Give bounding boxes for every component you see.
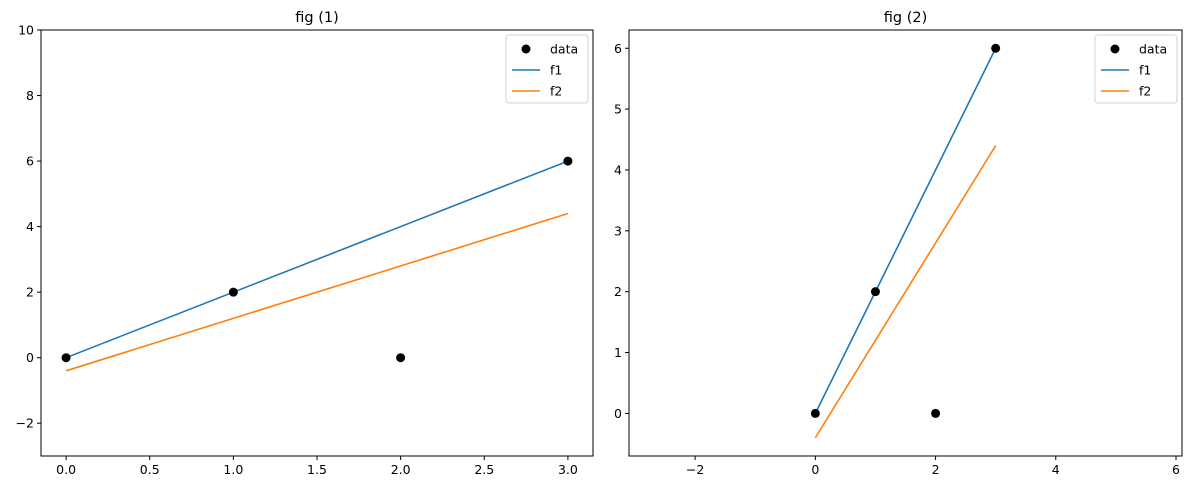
x-tick-label: 2.5 <box>474 462 494 477</box>
x-tick-label: 6 <box>1172 462 1180 477</box>
legend-label: f1 <box>1139 63 1151 78</box>
scatter-point <box>991 43 1001 53</box>
y-tick-label: 4 <box>614 162 622 177</box>
y-tick-label: 0 <box>26 350 34 365</box>
scatter-point <box>396 353 406 363</box>
x-tick-label: 3.0 <box>558 462 578 477</box>
y-tick-label: 3 <box>614 223 622 238</box>
plot-area <box>810 43 1001 439</box>
scatter-point <box>228 287 238 297</box>
scatter-point <box>810 408 820 418</box>
series-line-f2 <box>814 145 997 439</box>
legend-label: f1 <box>550 63 562 78</box>
legend-label: f2 <box>1139 84 1151 99</box>
y-tick-label: 0 <box>614 406 622 421</box>
scatter-point <box>563 156 573 166</box>
axes-frame <box>628 29 1183 457</box>
x-tick-label: 0.5 <box>140 462 160 477</box>
x-tick-label: 2 <box>932 462 940 477</box>
axes-frame <box>40 29 594 457</box>
y-tick-label: 8 <box>26 88 34 103</box>
series-line-f2 <box>65 212 569 372</box>
y-tick-label: 5 <box>614 102 622 117</box>
x-tick-label: 0 <box>811 462 819 477</box>
scatter-point <box>61 353 71 363</box>
y-tick-label: 6 <box>614 41 622 56</box>
scatter-point <box>931 408 941 418</box>
chart-1: fig (1) 0.0 0.5 1.0 1.5 2.0 2.5 3.0 −2 0 2 4 6 8 10 dat… <box>16 10 594 477</box>
scatter-point <box>870 287 880 297</box>
y-tick-label: 2 <box>614 284 622 299</box>
x-tick-label: 1.0 <box>223 462 243 477</box>
series-line-f1 <box>65 160 569 359</box>
x-tick-label: 0.0 <box>56 462 76 477</box>
legend-label: f2 <box>550 84 562 99</box>
chart-title: fig (1) <box>295 10 339 26</box>
y-tick-label: 1 <box>614 345 622 360</box>
y-tick-label: −2 <box>16 416 34 431</box>
chart-2: fig (2) −2 0 2 4 6 0 1 2 3 4 5 6 data f1 f2 <box>614 10 1183 477</box>
chart-title: fig (2) <box>884 10 928 26</box>
y-tick-label: 4 <box>26 219 34 234</box>
x-tick-label: −2 <box>686 462 704 477</box>
legend-label: data <box>550 42 578 57</box>
plot-area <box>61 156 573 372</box>
x-tick-label: 2.0 <box>391 462 411 477</box>
legend: data f1 f2 <box>505 34 589 104</box>
y-tick-label: 10 <box>18 23 34 38</box>
legend-marker-data <box>521 44 531 54</box>
x-tick-label: 4 <box>1052 462 1060 477</box>
legend: data f1 f2 <box>1094 34 1178 104</box>
y-tick-label: 2 <box>26 285 34 300</box>
x-tick-label: 1.5 <box>307 462 327 477</box>
y-tick-label: 6 <box>26 154 34 169</box>
series-line-f1 <box>814 47 997 414</box>
legend-label: data <box>1139 42 1167 57</box>
legend-marker-data <box>1110 44 1120 54</box>
